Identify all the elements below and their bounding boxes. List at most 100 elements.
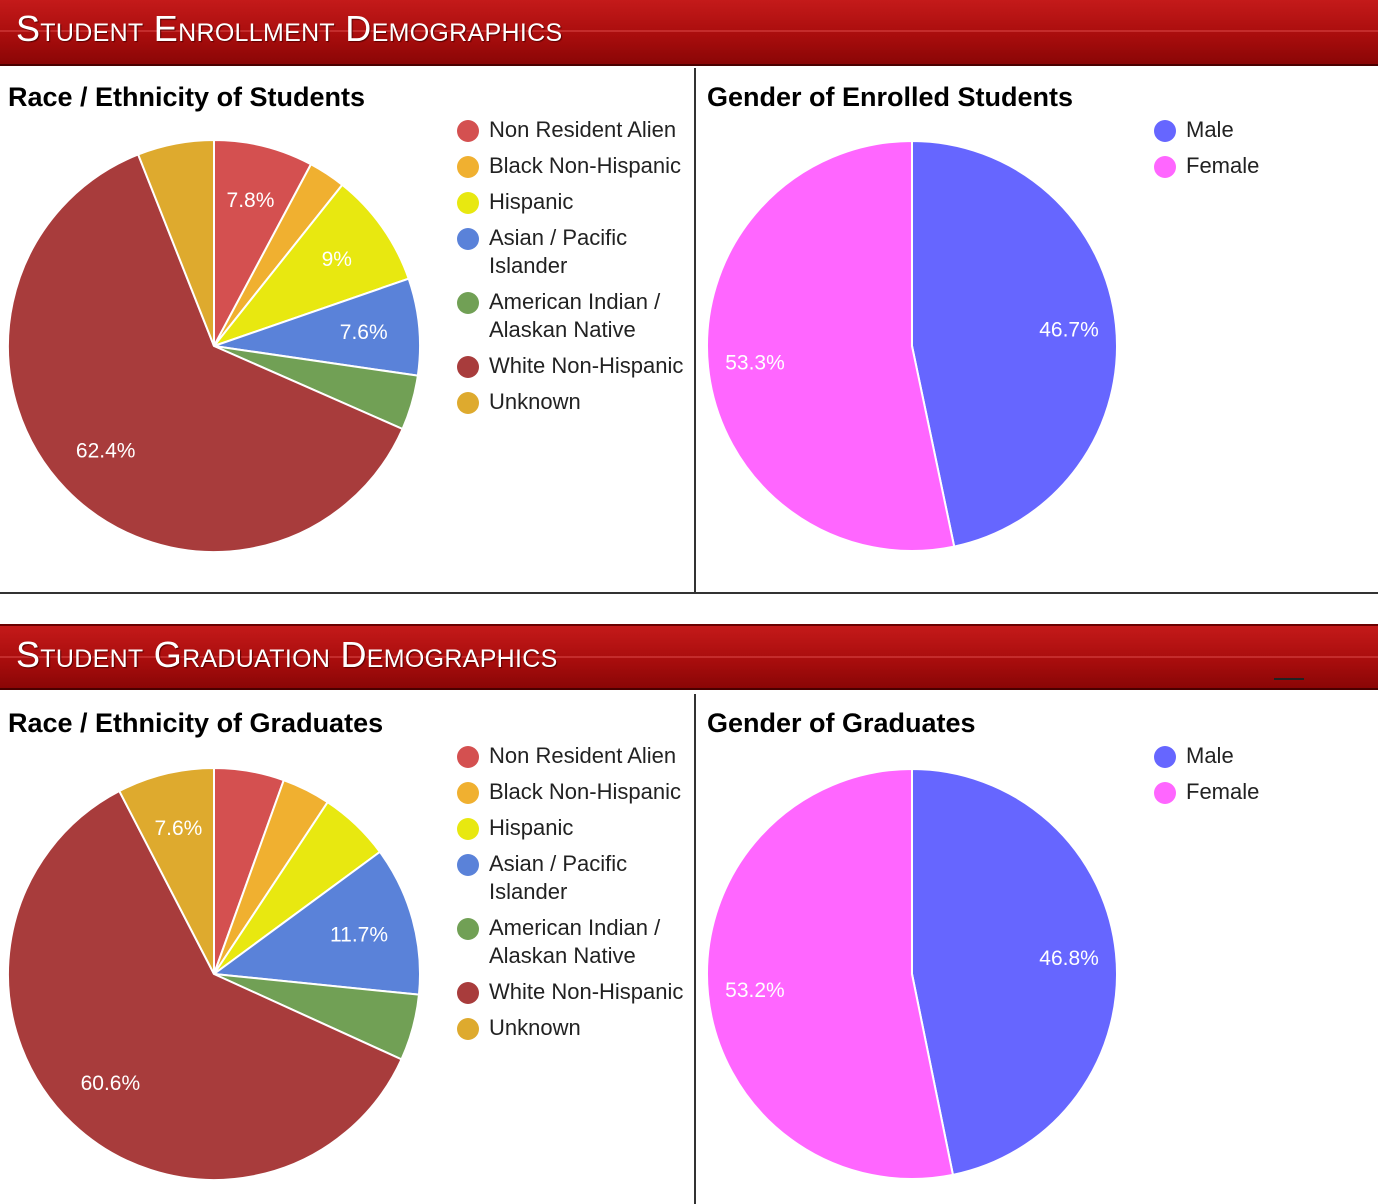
legend-item-non-resident-alien: Non Resident Alien: [457, 742, 687, 770]
legend-label: Non Resident Alien: [489, 743, 677, 768]
legend-label: American Indian / Alaskan Native: [489, 915, 661, 968]
gender-graduates-pie: 46.8% 53.2%: [706, 767, 1118, 1180]
pie-slice-asian-pacific-islander: [213, 277, 421, 377]
legend-label: Hispanic: [489, 815, 574, 840]
legend: Male Female: [1154, 742, 1354, 814]
graduation-section: Student Graduation Demographics Race / E…: [0, 624, 1378, 1204]
legend-item-black-non-hispanic: Black Non-Hispanic: [457, 152, 687, 180]
legend-swatch: [457, 982, 479, 1004]
gender-graduates-chart-panel: Gender of Graduates 46.8% 53.2% Male Femal…: [696, 694, 1378, 1204]
legend-label: Black Non-Hispanic: [489, 153, 681, 178]
pie-slice-white-non-hispanic: [7, 789, 403, 1181]
chart-title: Race / Ethnicity of Students: [8, 82, 366, 112]
legend-item-female: Female: [1154, 152, 1354, 180]
legend-item-hispanic: Hispanic: [457, 814, 687, 842]
legend-label: Asian / Pacific Islander: [489, 225, 628, 278]
pie-slice-male: [911, 139, 1118, 548]
legend-label: Hispanic: [489, 189, 574, 214]
legend-item-black-non-hispanic: Black Non-Hispanic: [457, 778, 687, 806]
legend-swatch: [1154, 120, 1176, 142]
pie-slice-non-resident-alien: [213, 138, 313, 347]
legend-label: Male: [1186, 743, 1234, 768]
pie-label-unknown: 7.6%: [154, 817, 202, 840]
legend-item-asian-pacific-islander: Asian / Pacific Islander: [457, 850, 687, 906]
race-students-pie: 7.8% 9% 7.6% 62.4%: [7, 138, 421, 553]
section-bottom-border: [0, 592, 1378, 594]
pie-label-male: 46.8%: [1039, 947, 1099, 970]
minimize-mark: [1274, 678, 1304, 680]
legend-swatch: [457, 392, 479, 414]
legend-label: White Non-Hispanic: [489, 353, 684, 378]
pie-slice-unknown: [136, 138, 215, 347]
legend-swatch: [1154, 782, 1176, 804]
legend-label: Non Resident Alien: [489, 117, 677, 142]
pie-label-asian-pacific-islander: 7.6%: [340, 321, 388, 344]
legend-item-male: Male: [1154, 742, 1354, 770]
panel-divider: [694, 68, 696, 594]
chart-title: Gender of Enrolled Students: [707, 82, 1074, 112]
legend-label: Unknown: [489, 1015, 581, 1040]
legend-label: Black Non-Hispanic: [489, 779, 681, 804]
legend: Male Female: [1154, 116, 1354, 188]
pie-slice-unknown: [117, 766, 215, 975]
legend-label: Female: [1186, 779, 1260, 804]
legend-label: Asian / Pacific Islander: [489, 851, 628, 904]
graduation-banner: Student Graduation Demographics: [0, 624, 1378, 690]
legend-swatch: [457, 156, 479, 178]
gender-chart-panel: Gender of Enrolled Students 46.7% 53.3% M…: [696, 68, 1378, 592]
legend-label: Female: [1186, 153, 1260, 178]
legend-label: Unknown: [489, 389, 581, 414]
legend-swatch: [457, 854, 479, 876]
legend-item-male: Male: [1154, 116, 1354, 144]
pie-label-female: 53.2%: [725, 979, 785, 1002]
panel-divider: [694, 694, 696, 1204]
pie-slice-hispanic: [211, 183, 410, 349]
pie-slice-male: [911, 767, 1118, 1177]
legend-item-non-resident-alien: Non Resident Alien: [457, 116, 687, 144]
pie-label-white-non-hispanic: 62.4%: [76, 439, 136, 462]
legend-item-asian-pacific-islander: Asian / Pacific Islander: [457, 224, 687, 280]
legend-swatch: [457, 120, 479, 142]
race-graduates-pie: 11.7% 60.6% 7.6%: [7, 766, 421, 1181]
legend: Non Resident Alien Black Non-Hispanic Hisp…: [457, 116, 687, 424]
pie-slice-female: [706, 767, 955, 1180]
chart-title: Race / Ethnicity of Graduates: [8, 708, 384, 738]
legend-swatch: [457, 192, 479, 214]
legend-label: White Non-Hispanic: [489, 979, 684, 1004]
legend-item-american-indian-alaskan-native: American Indian / Alaskan Native: [457, 288, 687, 344]
legend-item-white-non-hispanic: White Non-Hispanic: [457, 352, 687, 380]
enrollment-banner: Student Enrollment Demographics: [0, 0, 1378, 66]
legend-label: Male: [1186, 117, 1234, 142]
pie-label-female: 53.3%: [725, 351, 785, 374]
legend-swatch: [457, 228, 479, 250]
pie-slice-asian-pacific-islander: [211, 850, 421, 996]
pie-label-non-resident-alien: 7.8%: [227, 189, 275, 212]
legend-swatch: [457, 918, 479, 940]
legend-item-unknown: Unknown: [457, 388, 687, 416]
race-graduates-chart-panel: Race / Ethnicity of Graduates 11.7% 60.6%…: [0, 694, 694, 1204]
section-title: Student Enrollment Demographics: [16, 8, 563, 49]
legend-label: American Indian / Alaskan Native: [489, 289, 661, 342]
legend-swatch: [457, 782, 479, 804]
legend-item-hispanic: Hispanic: [457, 188, 687, 216]
pie-label-hispanic: 9%: [322, 248, 352, 271]
legend-swatch: [457, 1018, 479, 1040]
legend-swatch: [1154, 746, 1176, 768]
section-title: Student Graduation Demographics: [16, 634, 558, 675]
legend-swatch: [457, 292, 479, 314]
legend-swatch: [457, 356, 479, 378]
legend-item-white-non-hispanic: White Non-Hispanic: [457, 978, 687, 1006]
legend-item-unknown: Unknown: [457, 1014, 687, 1042]
legend-swatch: [457, 818, 479, 840]
pie-label-white-non-hispanic: 60.6%: [81, 1072, 141, 1095]
legend-swatch: [1154, 156, 1176, 178]
pie-label-asian-pacific-islander: 11.7%: [330, 923, 388, 946]
legend-swatch: [457, 746, 479, 768]
enrollment-section: Student Enrollment Demographics Race / E…: [0, 0, 1378, 596]
race-chart-panel: Race / Ethnicity of Students 7.8% 9% 7.6% 6…: [0, 68, 694, 592]
legend: Non Resident Alien Black Non-Hispanic Hisp…: [457, 742, 687, 1050]
legend-item-american-indian-alaskan-native: American Indian / Alaskan Native: [457, 914, 687, 970]
pie-slice-female: [706, 139, 956, 552]
chart-title: Gender of Graduates: [707, 708, 976, 738]
pie-slice-white-non-hispanic: [7, 153, 404, 553]
